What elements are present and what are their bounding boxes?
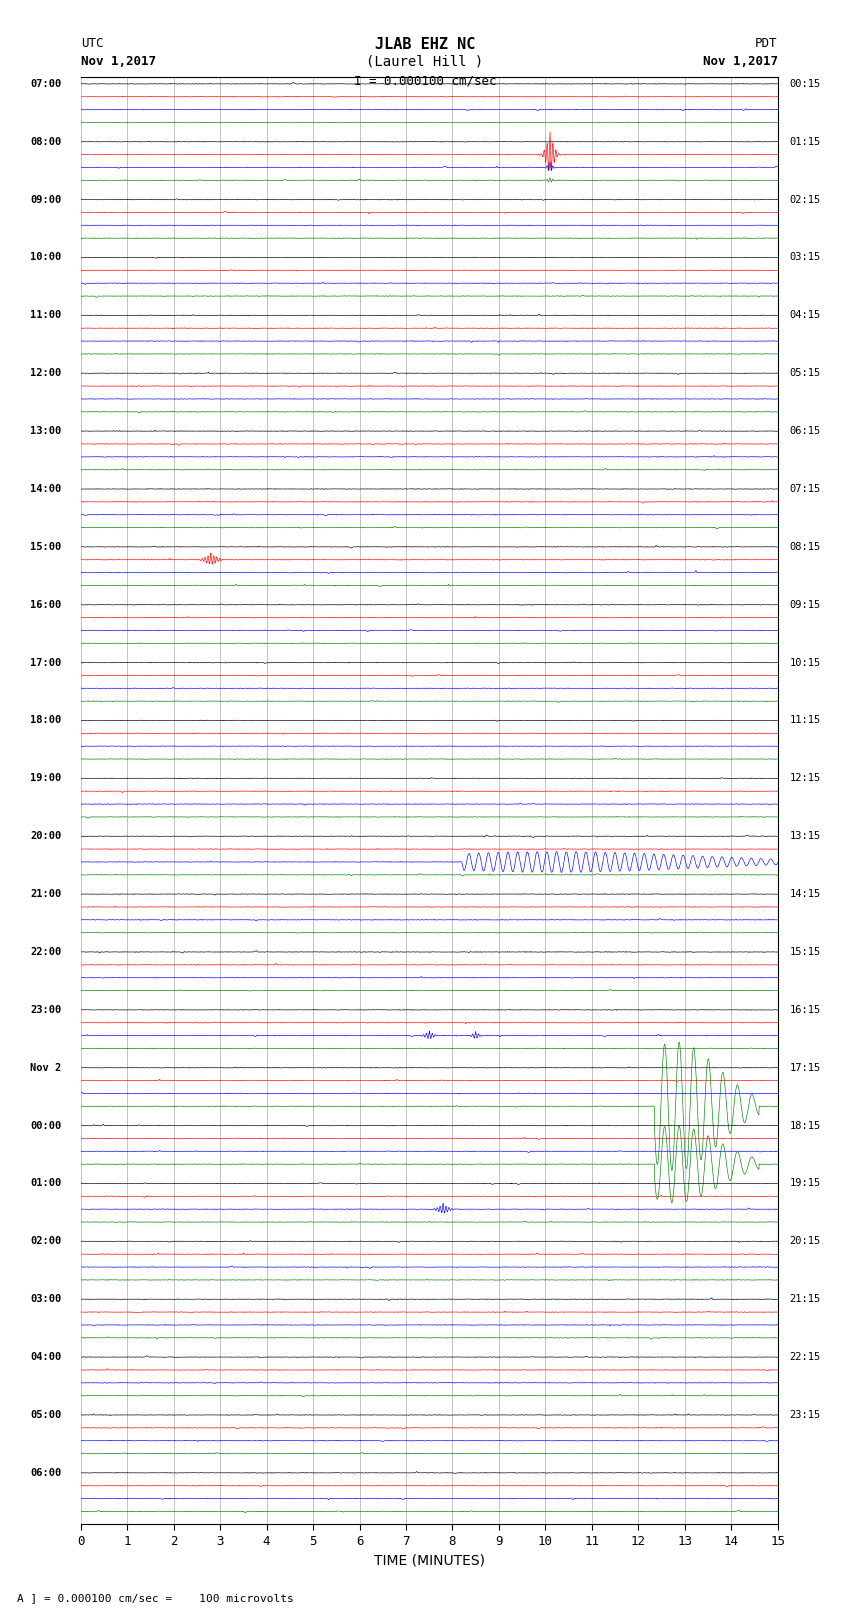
Text: 14:15: 14:15 [790,889,820,898]
Text: 23:15: 23:15 [790,1410,820,1419]
Text: 14:00: 14:00 [30,484,61,494]
Text: 00:15: 00:15 [790,79,820,89]
Text: 02:00: 02:00 [30,1236,61,1247]
Text: 06:00: 06:00 [30,1468,61,1478]
Text: 20:15: 20:15 [790,1236,820,1247]
Text: 16:00: 16:00 [30,600,61,610]
Text: 10:15: 10:15 [790,658,820,668]
Text: 13:00: 13:00 [30,426,61,436]
Text: 07:15: 07:15 [790,484,820,494]
Text: 12:15: 12:15 [790,773,820,784]
Text: 19:00: 19:00 [30,773,61,784]
Text: 13:15: 13:15 [790,831,820,842]
Text: 16:15: 16:15 [790,1005,820,1015]
Text: I = 0.000100 cm/sec: I = 0.000100 cm/sec [354,74,496,87]
Text: JLAB EHZ NC: JLAB EHZ NC [375,37,475,52]
Text: 04:15: 04:15 [790,310,820,321]
Text: 01:15: 01:15 [790,137,820,147]
Text: 22:00: 22:00 [30,947,61,957]
Text: 06:15: 06:15 [790,426,820,436]
Text: 08:00: 08:00 [30,137,61,147]
Text: Nov 2: Nov 2 [30,1063,61,1073]
Text: 09:15: 09:15 [790,600,820,610]
Text: 19:15: 19:15 [790,1179,820,1189]
Text: 07:00: 07:00 [30,79,61,89]
Text: 00:00: 00:00 [30,1121,61,1131]
X-axis label: TIME (MINUTES): TIME (MINUTES) [374,1553,484,1568]
Text: (Laurel Hill ): (Laurel Hill ) [366,55,484,69]
Text: 15:00: 15:00 [30,542,61,552]
Text: 04:00: 04:00 [30,1352,61,1361]
Text: 17:15: 17:15 [790,1063,820,1073]
Text: A ] = 0.000100 cm/sec =    100 microvolts: A ] = 0.000100 cm/sec = 100 microvolts [17,1594,294,1603]
Text: UTC: UTC [81,37,103,50]
Text: 02:15: 02:15 [790,195,820,205]
Text: 03:00: 03:00 [30,1294,61,1305]
Text: 12:00: 12:00 [30,368,61,377]
Text: 03:15: 03:15 [790,253,820,263]
Text: 05:00: 05:00 [30,1410,61,1419]
Text: 18:15: 18:15 [790,1121,820,1131]
Text: 08:15: 08:15 [790,542,820,552]
Text: 10:00: 10:00 [30,253,61,263]
Text: 17:00: 17:00 [30,658,61,668]
Text: 20:00: 20:00 [30,831,61,842]
Text: 22:15: 22:15 [790,1352,820,1361]
Text: 21:15: 21:15 [790,1294,820,1305]
Text: 21:00: 21:00 [30,889,61,898]
Text: 05:15: 05:15 [790,368,820,377]
Text: 11:15: 11:15 [790,716,820,726]
Text: PDT: PDT [756,37,778,50]
Text: 15:15: 15:15 [790,947,820,957]
Text: 23:00: 23:00 [30,1005,61,1015]
Text: 11:00: 11:00 [30,310,61,321]
Text: Nov 1,2017: Nov 1,2017 [703,55,778,68]
Text: 09:00: 09:00 [30,195,61,205]
Text: 01:00: 01:00 [30,1179,61,1189]
Text: 18:00: 18:00 [30,716,61,726]
Text: Nov 1,2017: Nov 1,2017 [81,55,156,68]
